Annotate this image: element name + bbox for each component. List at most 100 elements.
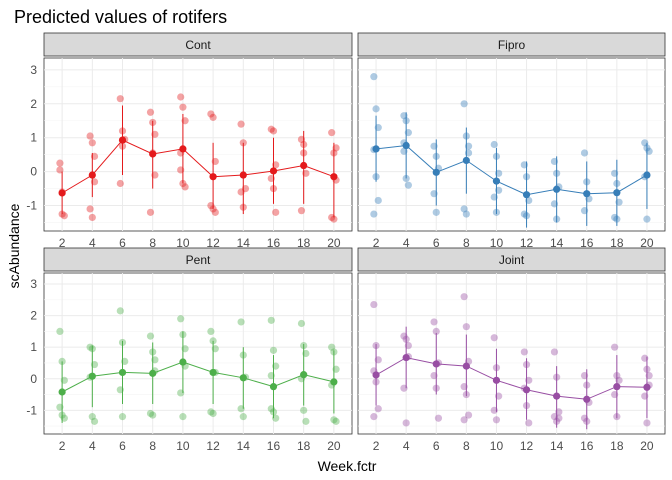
observed-point	[370, 210, 378, 218]
x-tick-label: 20	[327, 439, 341, 453]
predicted-point	[613, 383, 621, 391]
y-tick-label: 1	[30, 340, 37, 354]
observed-point	[207, 327, 215, 336]
x-tick-label: 18	[610, 236, 624, 250]
x-tick-label: 6	[119, 236, 126, 250]
predicted-point	[58, 388, 66, 396]
observed-point	[269, 127, 278, 135]
predicted-point	[583, 395, 591, 403]
x-tick-label: 12	[520, 236, 534, 250]
x-tick-label: 16	[267, 439, 281, 453]
observed-point	[434, 414, 443, 422]
predicted-point	[553, 185, 561, 193]
observed-point	[430, 318, 438, 326]
x-tick-label: 2	[373, 236, 380, 250]
facet-strip-label: Pent	[186, 253, 211, 267]
observed-point	[370, 73, 378, 81]
x-tick-label: 8	[149, 439, 156, 453]
predicted-points	[58, 358, 338, 396]
observed-point	[209, 409, 217, 418]
observed-point	[492, 416, 501, 424]
observed-point	[269, 346, 278, 354]
observed-point	[460, 100, 468, 108]
predicted-point	[88, 372, 96, 380]
observed-point	[328, 129, 336, 137]
observed-point	[460, 205, 468, 213]
predicted-point	[179, 145, 187, 153]
observed-point	[86, 132, 94, 140]
observed-point	[146, 108, 155, 116]
observed-point	[462, 323, 470, 331]
x-tick-label: 2	[59, 236, 66, 250]
observed-point	[207, 408, 215, 416]
predicted-point	[300, 371, 308, 379]
y-tick-label: 0	[30, 165, 37, 179]
predicted-point	[492, 376, 501, 384]
predicted-point	[643, 171, 651, 179]
predicted-point	[330, 378, 338, 386]
x-tick-label: 14	[237, 439, 251, 453]
x-tick-label: 20	[327, 236, 341, 250]
observed-point	[90, 417, 99, 425]
predicted-point	[179, 358, 187, 366]
facet-strip	[357, 247, 666, 272]
facet-strip-label: Cont	[185, 38, 211, 52]
observed-point	[643, 215, 651, 223]
x-tick-label: 6	[433, 439, 440, 453]
observed-point	[116, 179, 124, 188]
predicted-points	[372, 141, 651, 199]
observed-point	[490, 334, 498, 342]
predicted-point	[522, 386, 531, 394]
predicted-point	[88, 171, 96, 179]
x-tick-label: 14	[550, 439, 564, 453]
x-tick-label: 6	[119, 439, 126, 453]
x-tick-label: 10	[176, 439, 190, 453]
facet-strip	[357, 32, 666, 57]
observed-point	[88, 213, 96, 222]
observed-point	[580, 149, 589, 157]
x-tick-label: 16	[267, 236, 281, 250]
facet-panel-joint: Joint 2 4 6 8 10 12 14 16 18 20	[357, 247, 666, 453]
observed-point	[462, 210, 470, 218]
predicted-point	[300, 161, 308, 170]
predicted-point	[269, 383, 278, 391]
observed-point	[239, 413, 247, 421]
observed-point	[374, 405, 382, 413]
y-tick-label: -1	[26, 199, 37, 213]
x-tick-label: 12	[520, 439, 534, 453]
predicted-points	[58, 136, 338, 197]
observed-point	[520, 348, 528, 356]
predicted-point	[58, 189, 66, 197]
facet-strip-label: Fipro	[498, 38, 526, 52]
predicted-point	[239, 171, 247, 179]
observed-point	[237, 318, 245, 326]
observed-point	[330, 215, 338, 223]
predicted-line	[375, 357, 647, 400]
x-tick-label: 12	[206, 439, 220, 453]
x-tick-label: 8	[149, 236, 156, 250]
observed-point	[370, 300, 378, 309]
predicted-line	[61, 139, 335, 194]
x-tick-label: 4	[403, 439, 410, 453]
observed-point	[179, 103, 187, 111]
predicted-point	[330, 173, 338, 181]
x-tick-label: 20	[640, 439, 654, 453]
observed-point	[432, 208, 440, 216]
observed-point	[611, 343, 619, 351]
x-tick-label: 4	[89, 439, 96, 453]
predicted-point	[522, 191, 531, 199]
observed-point	[211, 208, 219, 216]
predicted-point	[149, 369, 157, 377]
observed-point	[402, 419, 410, 427]
observed-point	[207, 110, 215, 118]
x-tick-label: 12	[206, 236, 220, 250]
facet-strip	[43, 247, 353, 272]
y-tick-label: 3	[30, 63, 37, 77]
y-tick-label: 2	[30, 97, 37, 111]
predicted-line	[61, 361, 335, 393]
observed-point	[374, 196, 382, 205]
predicted-point	[209, 173, 217, 181]
